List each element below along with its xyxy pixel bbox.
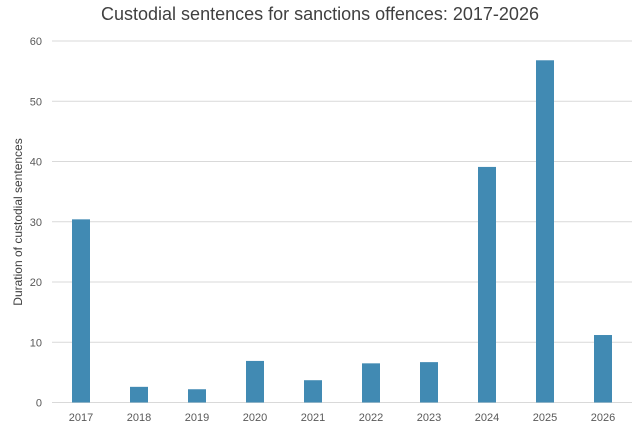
y-axis-label: Duration of custodial sentences bbox=[11, 138, 25, 305]
y-tick-label: 60 bbox=[30, 36, 42, 48]
x-tick-label: 2026 bbox=[591, 412, 615, 424]
x-tick-label: 2017 bbox=[69, 412, 93, 424]
bar-2019 bbox=[188, 389, 206, 403]
bar-2018 bbox=[130, 386, 148, 403]
x-tick-label: 2024 bbox=[475, 412, 499, 424]
x-tick-label: 2021 bbox=[301, 412, 325, 424]
bar-2017 bbox=[72, 219, 90, 403]
y-tick-label: 50 bbox=[30, 96, 42, 108]
bar-2024 bbox=[478, 166, 496, 403]
bar-2026 bbox=[594, 335, 612, 403]
x-tick-label: 2022 bbox=[359, 412, 383, 424]
bar-2020 bbox=[246, 360, 264, 403]
x-tick-label: 2020 bbox=[243, 412, 267, 424]
x-tick-label: 2023 bbox=[417, 412, 441, 424]
y-tick-label: 30 bbox=[30, 217, 42, 229]
y-tick-label: 20 bbox=[30, 277, 42, 289]
x-tick-label: 2018 bbox=[127, 412, 151, 424]
bar-2021 bbox=[304, 380, 322, 403]
bar-2022 bbox=[362, 363, 380, 403]
bar-2025 bbox=[536, 60, 554, 403]
bar-2023 bbox=[420, 362, 438, 403]
chart-title: Custodial sentences for sanctions offenc… bbox=[101, 4, 539, 24]
x-tick-label: 2025 bbox=[533, 412, 557, 424]
y-tick-label: 40 bbox=[30, 157, 42, 169]
x-tick-label: 2019 bbox=[185, 412, 209, 424]
y-tick-label: 10 bbox=[30, 337, 42, 349]
y-tick-label: 0 bbox=[36, 398, 42, 410]
